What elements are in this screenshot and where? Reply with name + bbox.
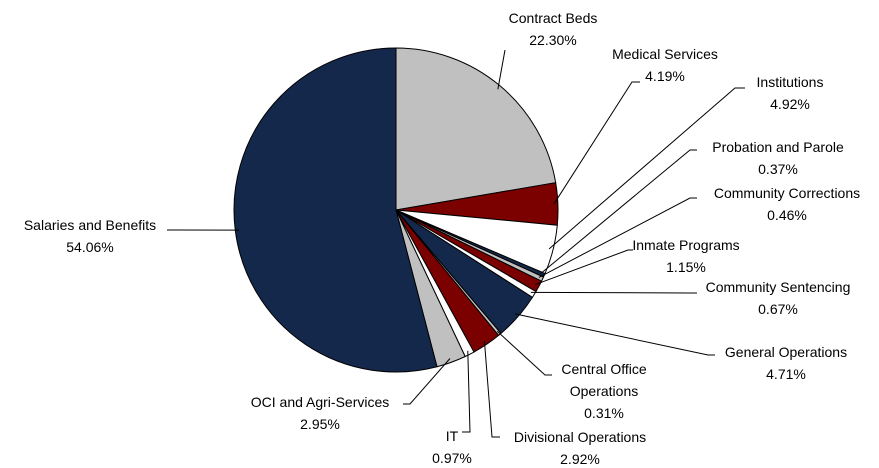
leader-line — [538, 197, 697, 278]
value-label: 0.31% — [584, 405, 624, 421]
slice-label: Institutions 4.92% — [757, 71, 824, 115]
leader-line — [514, 313, 715, 356]
value-label: 0.46% — [767, 207, 807, 223]
slice-label: Inmate Programs 1.15% — [632, 234, 739, 278]
category-label: Inmate Programs — [632, 237, 740, 253]
slice-label: OCI and Agri-Services 2.95% — [251, 391, 390, 435]
leader-line — [540, 149, 697, 275]
category-label: Community Corrections — [713, 185, 861, 201]
leader-line — [497, 49, 506, 90]
value-label: 2.95% — [300, 416, 340, 432]
category-label: General Operations — [724, 344, 848, 360]
value-label: 1.15% — [666, 259, 706, 275]
value-label: 0.37% — [758, 161, 798, 177]
slice-label: General Operations 4.71% — [725, 341, 847, 385]
slice-label: Salaries and Benefits 54.06% — [24, 214, 156, 258]
leader-line — [462, 350, 471, 433]
category-label: Probation and Parole — [712, 139, 844, 155]
slice-label: Probation and Parole 0.37% — [712, 136, 844, 180]
slice-label: Community Corrections 0.46% — [714, 182, 860, 226]
category-label: Central Office Operations — [561, 361, 647, 399]
value-label: 4.71% — [766, 366, 806, 382]
leader-line — [403, 358, 451, 405]
value-label: 54.06% — [66, 239, 114, 255]
leader-line — [530, 291, 697, 294]
pie-slice — [233, 47, 438, 373]
category-label: IT — [445, 428, 459, 444]
value-label: 22.30% — [529, 32, 577, 48]
value-label: 4.92% — [770, 96, 810, 112]
slice-label: Contract Beds 22.30% — [509, 7, 598, 51]
value-label: 2.92% — [560, 451, 600, 467]
category-label: Community Sentencing — [705, 279, 851, 295]
leader-line — [548, 87, 745, 250]
leader-line — [535, 249, 633, 286]
slice-label: IT 0.97% — [432, 425, 472, 468]
slice-label: Medical Services 4.19% — [612, 43, 718, 87]
value-label: 0.97% — [432, 450, 472, 466]
value-label: 0.67% — [758, 301, 798, 317]
category-label: Contract Beds — [508, 10, 598, 26]
category-label: Salaries and Benefits — [23, 217, 157, 233]
slice-label: Divisional Operations 2.92% — [514, 426, 646, 468]
category-label: Divisional Operations — [513, 429, 647, 445]
pie-slice — [395, 47, 557, 211]
category-label: Medical Services — [612, 46, 718, 62]
value-label: 4.19% — [645, 68, 685, 84]
slice-label: Central Office Operations 0.31% — [549, 358, 659, 424]
slice-label: Community Sentencing 0.67% — [706, 276, 851, 320]
category-label: OCI and Agri-Services — [250, 394, 390, 410]
category-label: Institutions — [756, 74, 824, 90]
leader-line — [553, 81, 640, 205]
leader-line — [483, 340, 500, 438]
leader-line — [496, 330, 552, 376]
